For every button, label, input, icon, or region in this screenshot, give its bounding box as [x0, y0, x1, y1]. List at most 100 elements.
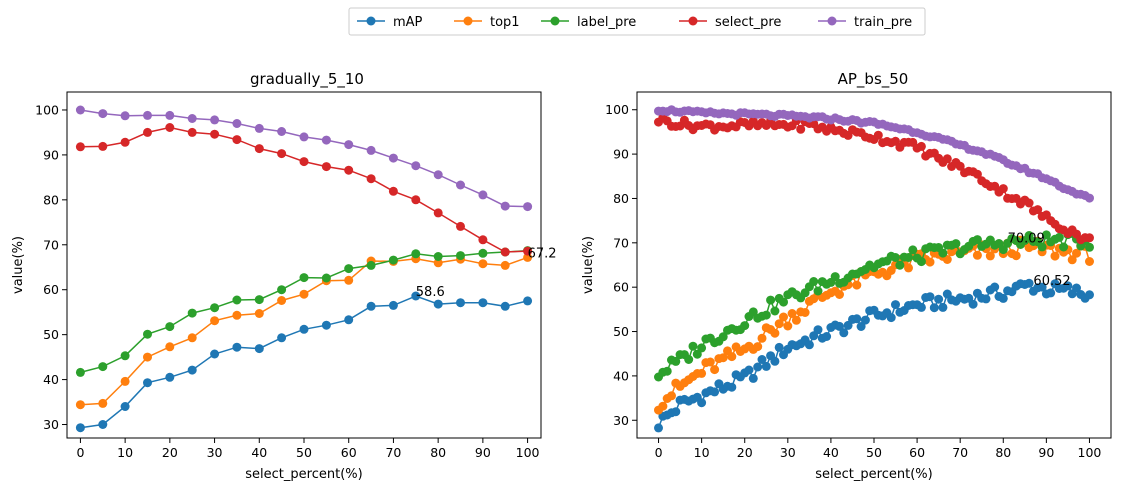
data-point-label_pre: [433, 252, 443, 261]
data-point-top1: [791, 315, 801, 325]
data-point-train_pre: [456, 180, 465, 190]
data-point-top1: [1011, 251, 1021, 261]
series-mAP: [654, 278, 1094, 433]
data-point-label_pre: [916, 257, 926, 267]
data-point-label_pre: [344, 264, 354, 274]
data-point-label_pre: [1037, 242, 1047, 252]
data-point-train_pre: [120, 111, 130, 121]
data-point-select_pre: [916, 141, 926, 151]
xtick-label: 70: [952, 445, 968, 460]
data-point-label_pre: [165, 322, 175, 332]
chart-right-xlabel: select_percent(%): [815, 467, 932, 482]
series-mAP: [75, 291, 533, 433]
data-point-mAP: [143, 378, 152, 388]
data-point-train_pre: [165, 110, 175, 120]
data-point-label_pre: [697, 343, 707, 353]
data-point-mAP: [813, 325, 823, 335]
data-point-select_pre: [210, 129, 220, 139]
data-point-train_pre: [388, 153, 398, 163]
data-point-mAP: [886, 313, 896, 323]
data-point-mAP: [748, 373, 758, 383]
data-point-label_pre: [478, 248, 488, 258]
annotation-label: 70.09: [1008, 231, 1045, 246]
legend-entry-train_pre: train_pre: [818, 15, 912, 30]
data-point-top1: [852, 280, 862, 290]
xtick-label: 0: [655, 445, 663, 460]
data-point-select_pre: [1085, 233, 1094, 243]
data-point-label_pre: [891, 253, 900, 262]
data-point-train_pre: [254, 123, 264, 133]
annotation-label: 58.6: [416, 285, 445, 300]
data-point-label_pre: [688, 341, 698, 351]
data-point-mAP: [916, 302, 926, 312]
xtick-label: 50: [866, 445, 882, 460]
data-point-top1: [727, 352, 737, 362]
data-point-top1: [770, 328, 780, 338]
chart-left-xlabel: select_percent(%): [245, 467, 362, 482]
data-point-mAP: [891, 300, 900, 310]
data-point-mAP: [761, 361, 771, 371]
data-point-mAP: [1046, 288, 1056, 298]
xtick-label: 40: [251, 445, 267, 460]
data-point-label_pre: [1059, 242, 1069, 252]
data-point-select_pre: [523, 246, 533, 256]
legend-marker-select_pre: [688, 16, 698, 26]
legend-label-label_pre: label_pre: [577, 15, 636, 30]
data-point-select_pre: [254, 144, 264, 154]
data-point-select_pre: [143, 127, 152, 137]
legend-frame: [348, 7, 926, 36]
data-point-label_pre: [210, 303, 220, 313]
data-point-mAP: [1072, 283, 1081, 293]
legend-entry-select_pre: select_pre: [679, 15, 781, 30]
chart-right: AP_bs_50 0 10 20 30 40 50 60 70 80 90 100 30 40 50 60 7…: [581, 70, 1112, 482]
data-point-label_pre: [809, 277, 819, 286]
data-point-mAP: [254, 344, 264, 354]
data-point-label_pre: [748, 307, 758, 317]
data-point-mAP: [770, 356, 780, 366]
data-point-select_pre: [366, 174, 376, 184]
legend-marker-label_pre: [550, 16, 560, 26]
data-point-mAP: [697, 398, 707, 408]
data-point-mAP: [925, 292, 935, 302]
data-point-mAP: [835, 321, 844, 331]
data-point-top1: [1072, 248, 1081, 258]
data-point-label_pre: [938, 248, 948, 258]
data-point-top1: [210, 316, 220, 326]
data-point-top1: [779, 312, 788, 322]
data-point-mAP: [856, 322, 866, 331]
series-select_pre: [75, 123, 533, 257]
xtick-label: 20: [162, 445, 178, 460]
xtick-label: 10: [117, 445, 133, 460]
data-point-top1: [985, 251, 995, 261]
data-point-top1: [98, 398, 108, 408]
xtick-label: 100: [1078, 445, 1102, 460]
data-point-mAP: [1085, 290, 1094, 300]
data-point-mAP: [523, 296, 533, 306]
data-point-select_pre: [344, 165, 354, 175]
data-point-label_pre: [972, 235, 982, 245]
data-point-label_pre: [761, 310, 771, 320]
data-point-label_pre: [321, 273, 331, 283]
ytick-label: 100: [605, 102, 629, 117]
data-point-mAP: [187, 365, 197, 375]
data-point-select_pre: [500, 247, 510, 257]
data-point-train_pre: [210, 115, 220, 125]
legend: mAP top1 label_pre select_pre train_pre: [348, 7, 926, 36]
ytick-label: 30: [613, 413, 629, 428]
annotation-label: 67.2: [528, 246, 557, 261]
data-point-top1: [658, 401, 668, 411]
series-train_pre: [75, 105, 533, 212]
data-point-train_pre: [366, 145, 376, 155]
chart-left-ylabel: value(%): [11, 236, 26, 294]
data-point-label_pre: [895, 260, 905, 270]
data-point-select_pre: [972, 169, 982, 179]
data-point-mAP: [478, 298, 488, 308]
chart-left: gradually_5_10 0 10 20 30 40 50 60 70 80 90 100 30 4…: [11, 70, 557, 482]
data-point-mAP: [654, 423, 663, 433]
data-point-train_pre: [75, 105, 85, 115]
ytick-label: 60: [43, 282, 59, 297]
xtick-label: 100: [516, 445, 540, 460]
ytick-label: 50: [43, 327, 59, 342]
data-point-select_pre: [433, 208, 443, 218]
legend-label-train_pre: train_pre: [854, 15, 912, 30]
